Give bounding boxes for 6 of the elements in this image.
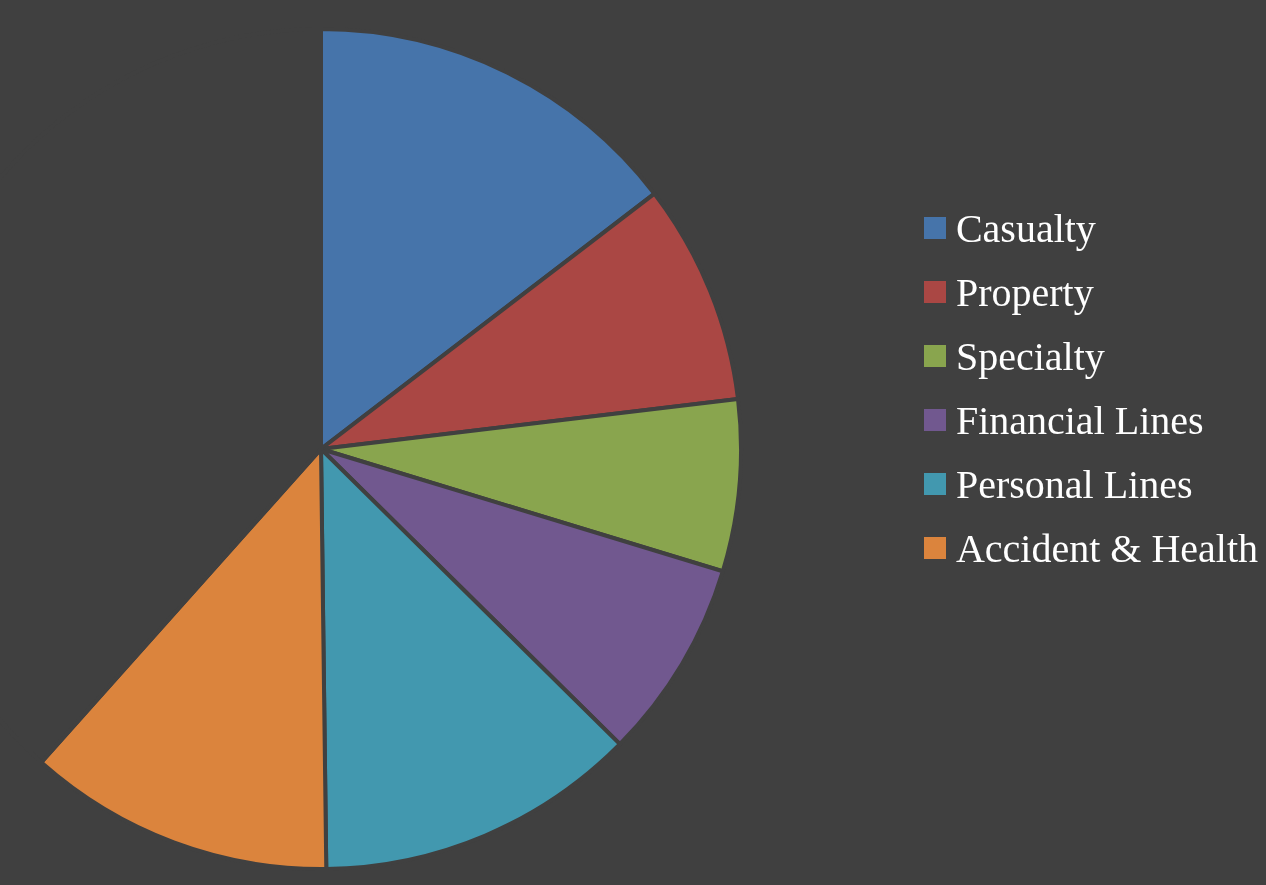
legend-label: Accident & Health: [955, 524, 1258, 572]
legend-label: Personal Lines: [955, 460, 1193, 508]
legend-label: Property: [955, 268, 1094, 316]
legend-label: Casualty: [955, 204, 1096, 252]
legend-label: Specialty: [955, 332, 1105, 380]
legend-label: Financial Lines: [955, 396, 1204, 444]
